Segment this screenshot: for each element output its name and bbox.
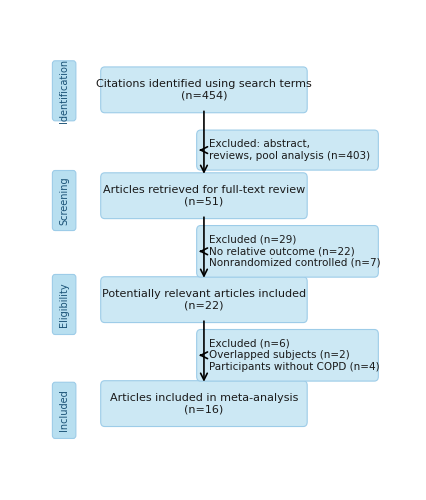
Text: Excluded: abstract,
reviews, pool analysis (n=403): Excluded: abstract, reviews, pool analys…	[208, 140, 369, 161]
FancyBboxPatch shape	[101, 277, 306, 322]
FancyBboxPatch shape	[52, 382, 76, 438]
FancyBboxPatch shape	[101, 380, 306, 426]
Text: Articles included in meta-analysis
(n=16): Articles included in meta-analysis (n=16…	[109, 393, 297, 414]
Text: Included: Included	[59, 390, 69, 431]
FancyBboxPatch shape	[101, 173, 306, 218]
Text: Identification: Identification	[59, 58, 69, 123]
FancyBboxPatch shape	[196, 226, 377, 277]
Text: Eligibility: Eligibility	[59, 282, 69, 327]
FancyBboxPatch shape	[52, 170, 76, 230]
Text: Screening: Screening	[59, 176, 69, 225]
FancyBboxPatch shape	[196, 130, 377, 170]
Text: Articles retrieved for full-text review
(n=51): Articles retrieved for full-text review …	[103, 185, 304, 206]
FancyBboxPatch shape	[196, 330, 377, 381]
Text: Excluded (n=6)
Overlapped subjects (n=2)
Participants without COPD (n=4): Excluded (n=6) Overlapped subjects (n=2)…	[208, 338, 379, 372]
Text: Citations identified using search terms
(n=454): Citations identified using search terms …	[96, 79, 311, 100]
Text: Potentially relevant articles included
(n=22): Potentially relevant articles included (…	[102, 289, 305, 310]
Text: Excluded (n=29)
No relative outcome (n=22)
Nonrandomized controlled (n=7): Excluded (n=29) No relative outcome (n=2…	[208, 234, 380, 268]
FancyBboxPatch shape	[101, 67, 306, 112]
FancyBboxPatch shape	[52, 61, 76, 121]
FancyBboxPatch shape	[52, 274, 76, 334]
